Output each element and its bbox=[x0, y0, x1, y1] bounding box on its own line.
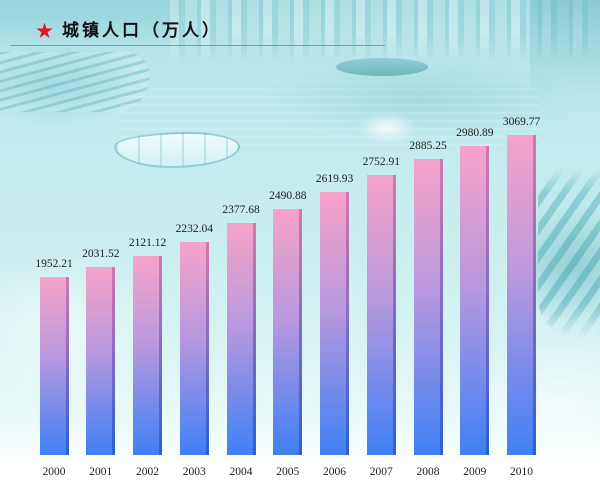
year-label-2003: 2003 bbox=[182, 466, 206, 478]
value-label-2002: 2121.12 bbox=[128, 236, 167, 249]
bar-2005 bbox=[273, 208, 303, 455]
boat-left bbox=[114, 132, 240, 168]
bar-side-shade bbox=[112, 266, 116, 455]
boats-right bbox=[538, 168, 600, 338]
value-label-2001: 2031.52 bbox=[82, 247, 120, 260]
bar-side-shade bbox=[65, 277, 69, 455]
year-label-2007: 2007 bbox=[369, 466, 393, 478]
year-label-2006: 2006 bbox=[323, 466, 346, 478]
water-glare bbox=[355, 112, 419, 144]
title-underline bbox=[10, 45, 385, 46]
bar-side-shade bbox=[486, 146, 490, 455]
value-label-2006: 2619.93 bbox=[315, 173, 354, 186]
value-label-2000: 1952.21 bbox=[35, 258, 73, 271]
value-label-2005: 2490.88 bbox=[269, 189, 307, 202]
chart-title-row: 城镇人口（万人） bbox=[36, 18, 222, 44]
boat-top bbox=[336, 58, 428, 76]
bar-side-shade bbox=[439, 158, 443, 455]
bar-side-shade bbox=[533, 135, 536, 455]
trees-top-right bbox=[530, 0, 600, 100]
value-label-2003: 2232.04 bbox=[175, 222, 213, 235]
building-facades bbox=[170, 0, 600, 62]
bar-2008 bbox=[413, 158, 443, 455]
bar-side-shade bbox=[205, 241, 209, 455]
year-label-2001: 2001 bbox=[89, 466, 113, 478]
bar-side-shade bbox=[159, 255, 162, 455]
bar-2007 bbox=[366, 175, 396, 455]
year-label-2002: 2002 bbox=[136, 466, 159, 478]
bar-side-shade bbox=[346, 192, 349, 455]
bar-side-shade bbox=[252, 223, 256, 455]
stone-steps bbox=[0, 52, 150, 112]
bar-2009 bbox=[460, 146, 490, 455]
bar-2002 bbox=[133, 255, 162, 455]
bar-side-shade bbox=[392, 175, 396, 455]
year-label-2005: 2005 bbox=[276, 466, 300, 478]
bar-2001 bbox=[86, 266, 116, 455]
year-label-2008: 2008 bbox=[416, 466, 440, 478]
value-label-2004: 2377.68 bbox=[222, 204, 260, 217]
year-label-2000: 2000 bbox=[42, 466, 66, 478]
bar-2004 bbox=[226, 223, 256, 455]
value-label-2007: 2752.91 bbox=[362, 156, 400, 169]
year-label-2009: 2009 bbox=[463, 466, 487, 478]
value-label-2010: 3069.77 bbox=[502, 116, 541, 129]
value-label-2008: 2885.25 bbox=[409, 139, 447, 152]
bar-2003 bbox=[179, 241, 209, 455]
rooftops-left bbox=[0, 0, 180, 48]
chart-title: 城镇人口（万人） bbox=[62, 21, 222, 41]
year-label-2004: 2004 bbox=[229, 466, 253, 478]
year-label-2010: 2010 bbox=[510, 466, 533, 478]
bar-2006 bbox=[320, 192, 349, 455]
bar-2000 bbox=[39, 277, 69, 455]
bar-2010 bbox=[507, 135, 536, 455]
value-label-2009: 2980.89 bbox=[456, 127, 494, 140]
bar-side-shade bbox=[299, 208, 303, 455]
